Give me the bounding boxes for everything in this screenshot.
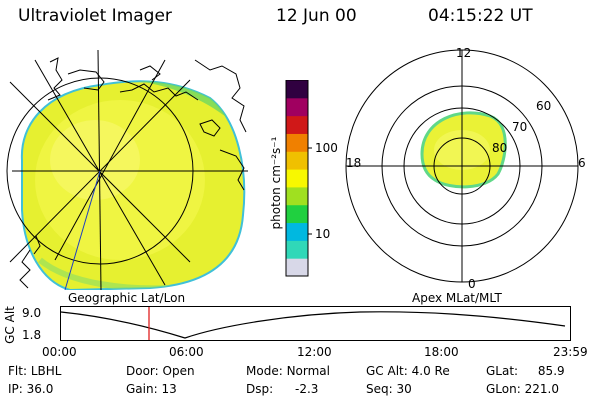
colorbar-tick-100: 100 (315, 141, 338, 155)
gain-label: Gain: (126, 382, 158, 396)
filter-value: LBHL (30, 364, 62, 378)
glat-field: GLat: 85.9 (486, 364, 565, 378)
timeline-ytick-1.8: 1.8 (22, 328, 42, 342)
colorbar-unit-label: photon cm⁻²s⁻¹ (269, 136, 283, 230)
polar-panel-label: Apex MLat/MLT (412, 291, 502, 305)
gc-alt-label: GC Alt: (366, 364, 408, 378)
image-time: 04:15:22 UT (428, 6, 533, 26)
polar-mlt-panel (345, 49, 579, 283)
timeline-frame (60, 306, 571, 341)
color-scale-gradient (286, 80, 308, 277)
gain-field: Gain: 13 (126, 382, 177, 396)
seq-field: Seq: 30 (366, 382, 412, 396)
ip-value: 36.0 (26, 382, 54, 396)
mlat-label-70: 70 (512, 120, 528, 134)
mode-field: Mode: Normal (246, 364, 330, 378)
timeline-xtick-0000: 00:00 (42, 345, 77, 359)
gc-alt-field: GC Alt: 4.0 Re (366, 364, 450, 378)
mode-label: Mode: (246, 364, 283, 378)
dsp-label: Dsp: (246, 382, 274, 396)
colorbar-tick-10: 10 (315, 227, 331, 241)
filter-field: Flt: LBHL (8, 364, 61, 378)
gain-value: 13 (161, 382, 177, 396)
ip-label: IP: (8, 382, 23, 396)
door-field: Door: Open (126, 364, 195, 378)
seq-value: 30 (396, 382, 412, 396)
color-scale-band (286, 80, 308, 99)
filter-label: Flt: (8, 364, 27, 378)
glon-value: 221.0 (524, 382, 559, 396)
color-scale-band (286, 169, 308, 188)
seq-label: Seq: (366, 382, 393, 396)
altitude-curve (60, 311, 566, 339)
color-scale-band (286, 97, 308, 117)
timeline-xtick-1800: 18:00 (424, 345, 459, 359)
polar-grid (345, 49, 579, 283)
glon-field: GLon: 221.0 (486, 382, 559, 396)
image-date: 12 Jun 00 (276, 6, 357, 26)
color-scale-band (286, 151, 308, 170)
mlt-label-6: 6 (578, 156, 586, 170)
color-scale-band (286, 240, 308, 259)
door-value: Open (162, 364, 195, 378)
coastline-outlines (19, 57, 247, 289)
timeline-xtick-2359: 23:59 (553, 345, 588, 359)
geographic-grid (6, 49, 248, 290)
color-scale-band (286, 258, 308, 277)
color-scale-bar (285, 80, 312, 277)
mlat-label-60: 60 (536, 99, 552, 113)
timeline-ylabel: GC Alt (3, 306, 17, 344)
glat-label: GLat: (486, 364, 519, 378)
timeline-xtick-0600: 06:00 (169, 345, 204, 359)
mode-value: Normal (286, 364, 330, 378)
door-label: Door: (126, 364, 159, 378)
glon-label: GLon: (486, 382, 521, 396)
timeline-xtick-1200: 12:00 (297, 345, 332, 359)
mlt-label-18: 18 (346, 156, 362, 170)
mlt-label-0: 0 (468, 277, 476, 291)
geographic-image-panel (6, 49, 248, 290)
ip-field: IP: 36.0 (8, 382, 53, 396)
dsp-field: Dsp: -2.3 (246, 382, 318, 396)
dsp-value: -2.3 (294, 382, 319, 396)
altitude-timeline (60, 306, 571, 341)
instrument-title: Ultraviolet Imager (18, 6, 172, 26)
color-scale-band (286, 186, 308, 206)
polar-auroral-emission (420, 111, 507, 189)
color-scale-band (286, 115, 308, 134)
mlat-label-80: 80 (492, 141, 508, 155)
geographic-panel-label: Geographic Lat/Lon (68, 291, 186, 305)
color-scale-band (286, 204, 308, 224)
mlt-label-12: 12 (456, 46, 472, 60)
color-scale-band (286, 133, 308, 152)
gc-alt-value: 4.0 Re (411, 364, 450, 378)
glat-value: 85.9 (537, 364, 565, 378)
color-scale-band (286, 222, 308, 241)
timeline-ytick-9: 9.0 (22, 306, 42, 320)
